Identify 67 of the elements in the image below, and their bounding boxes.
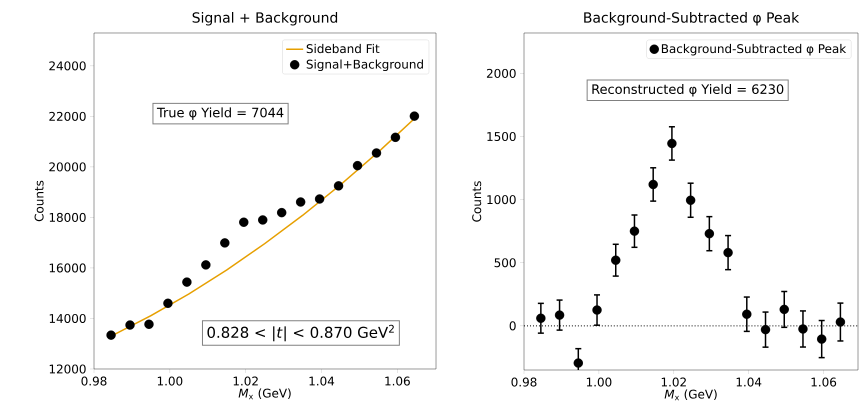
y-tick-label: 18000 [50,212,86,222]
x-tick-label: 1.06 [385,376,410,386]
x-tick-label: 1.00 [586,378,612,387]
x-tick-label: 1.04 [310,376,334,386]
y-tick-label: 12000 [50,364,86,374]
point [220,238,230,248]
x-tick-label: 1.02 [234,376,258,386]
point [723,248,733,258]
point [334,181,344,191]
y-tick-label: 1000 [487,195,516,204]
point [816,334,826,344]
point [372,148,382,158]
point [296,197,306,207]
point [410,111,420,121]
y-axis-title: Counts [34,180,44,222]
point [554,310,564,320]
legend-label: Sideband Fit [306,44,380,54]
legend-label: Background-Subtracted φ Peak [662,44,846,56]
x-axis-title: M$_{x}$ (GeV) [664,389,717,400]
point [314,194,324,204]
x-tick-label: 0.98 [511,378,536,387]
x-axis-title: M$_{x}$ (GeV) [238,388,291,400]
y-tick-label: 0 [510,321,516,330]
point [836,317,846,327]
chart-title: Signal + Background [192,12,338,26]
point [276,208,286,218]
point [798,324,808,334]
y-axis-title: Counts [472,181,482,222]
point [182,277,192,287]
x-tick-label: 1.06 [812,378,836,387]
point [704,228,714,238]
x-tick-label: 1.00 [158,376,182,386]
point [239,218,248,227]
point [144,320,154,329]
point [780,304,789,314]
point [352,160,362,170]
x-tick-label: 1.02 [662,378,686,387]
x-tick-label: 1.04 [736,378,762,387]
legend-label: Signal+Background [306,59,423,72]
annotation: 0.828 < |t| < 0.870 GeV$^{2}$ [207,324,394,342]
annotation: Reconstructed φ Yield = 6230 [592,84,784,97]
point [667,138,677,148]
point [630,226,640,236]
y-tick-label: 500 [494,258,516,268]
chart-title: Background-Subtracted φ Peak [584,12,800,26]
y-tick-label: 20000 [49,162,86,172]
y-tick-label: 24000 [49,61,86,70]
annotation: True φ Yield = 7044 [156,107,284,120]
point [742,310,752,319]
y-tick-label: 2000 [486,68,516,78]
point [163,298,173,308]
point [592,305,602,315]
point [611,255,620,265]
point [125,320,135,330]
point [536,314,546,323]
point [648,180,658,190]
point [201,260,211,270]
y-tick-label: 1500 [487,132,516,142]
point [106,330,116,340]
x-tick-label: 0.98 [81,376,106,386]
point [760,324,770,334]
point [390,132,400,142]
y-tick-label: 14000 [50,314,86,323]
y-tick-label: 22000 [49,112,86,121]
point [258,215,268,225]
y-tick-label: 16000 [50,263,86,272]
point [686,196,696,205]
